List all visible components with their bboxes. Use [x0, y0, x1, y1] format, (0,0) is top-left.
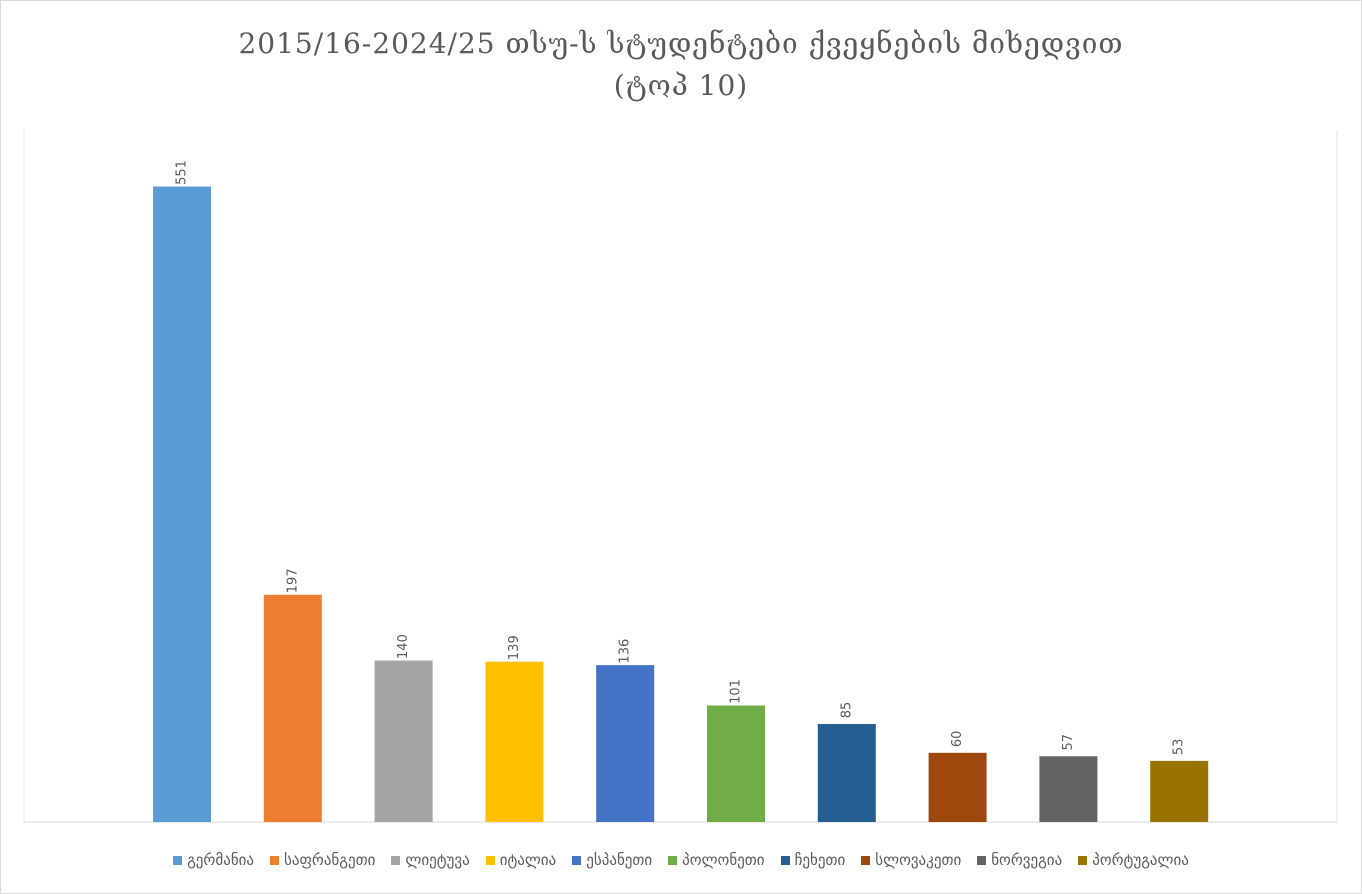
legend-swatch [668, 855, 678, 865]
chart-title: 2015/16-2024/25 თსუ-ს სტუდენტები ქვეყნებ… [238, 27, 1123, 60]
legend: გერმანია საფრანგეთი ლიეტუვა იტალია ესპანეთი პ… [0, 851, 1362, 869]
chart-title: (ტოპ 10) [614, 69, 748, 102]
value-label: 101 [729, 679, 744, 704]
bar [1150, 760, 1209, 822]
legend-label: ესპანეთი [586, 851, 653, 869]
value-label: 139 [507, 635, 522, 660]
legend-swatch [1078, 855, 1088, 865]
legend-label: საფრანგეთი [284, 851, 376, 869]
bar [153, 186, 211, 823]
legend-item: სლოვაკეთი [861, 851, 961, 869]
legend-item: ესპანეთი [572, 851, 652, 869]
bar [263, 594, 322, 822]
legend-item: პორტუგალია [1078, 851, 1189, 869]
bar [1039, 756, 1098, 822]
value-label: 85 [839, 702, 854, 719]
legend-label: ლიეტუვა [405, 851, 470, 869]
legend-swatch [572, 855, 582, 865]
legend-item: პოლონეთი [668, 851, 765, 869]
bar [707, 705, 765, 822]
legend-swatch [485, 855, 495, 865]
legend-label: გერმანია [187, 851, 255, 869]
legend-label: ჩეხეთი [794, 851, 846, 869]
legend-swatch [270, 855, 280, 865]
legend-item: საფრანგეთი [270, 851, 375, 869]
legend-swatch [861, 855, 871, 865]
value-label: 551 [175, 160, 190, 185]
legend-swatch [173, 855, 183, 865]
legend-label: პორტუგალია [1092, 851, 1189, 869]
legend-label: იტალია [499, 851, 557, 869]
legend-item: ნორვეგია [977, 851, 1062, 869]
bar [596, 665, 655, 822]
legend-item: გერმანია [173, 851, 254, 869]
value-label: 53 [1172, 739, 1187, 756]
bar [928, 752, 987, 822]
bar [374, 660, 433, 822]
bar [817, 723, 876, 822]
legend-label: ნორვეგია [991, 851, 1063, 869]
value-label: 57 [1061, 734, 1076, 751]
bar [485, 661, 544, 822]
value-label: 136 [618, 639, 633, 664]
value-label: 60 [950, 731, 965, 748]
legend-swatch [977, 855, 987, 865]
legend-item: იტალია [485, 851, 557, 869]
legend-item: ლიეტუვა [391, 851, 470, 869]
legend-label: სლოვაკეთი [875, 851, 962, 869]
legend-swatch [391, 855, 401, 865]
legend-label: პოლონეთი [682, 851, 765, 869]
value-label: 140 [396, 634, 411, 659]
value-label: 197 [285, 568, 300, 593]
legend-item: ჩეხეთი [780, 851, 846, 869]
legend-swatch [780, 855, 790, 865]
